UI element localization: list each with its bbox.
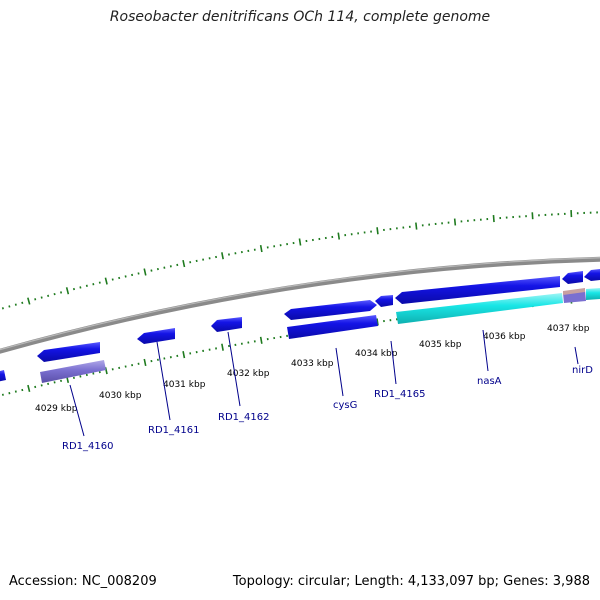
leader-line bbox=[227, 331, 241, 407]
ruler-major-tick bbox=[415, 222, 418, 230]
ruler-major-tick bbox=[104, 367, 108, 375]
ruler-major-tick bbox=[27, 384, 31, 393]
ruler-major-tick bbox=[259, 244, 263, 253]
ruler-major-tick bbox=[492, 215, 495, 223]
leader-line bbox=[482, 329, 489, 372]
genome-summary-text: Topology: circular; Length: 4,133,097 bp… bbox=[232, 574, 590, 589]
map-title: Roseobacter denitrificans OCh 114, compl… bbox=[109, 9, 491, 25]
gene-feature[interactable] bbox=[375, 295, 393, 307]
ruler-label: 4030 kbp bbox=[99, 391, 142, 401]
rna-feature[interactable] bbox=[40, 360, 106, 383]
gene-label-cysg[interactable]: cysG bbox=[333, 400, 357, 411]
ruler-major-tick bbox=[298, 238, 302, 246]
gene-label-nird[interactable]: nirD bbox=[572, 365, 593, 376]
gene-feature-highlighted[interactable] bbox=[396, 293, 563, 324]
gene-label-rd1-4162[interactable]: RD1_4162 bbox=[218, 412, 269, 423]
gene-label-leaders bbox=[69, 329, 579, 437]
ruler-major-tick bbox=[376, 227, 379, 235]
gene-feature-highlighted[interactable] bbox=[586, 288, 600, 300]
accession-text: Accession: NC_008209 bbox=[9, 574, 157, 589]
leader-line bbox=[574, 346, 579, 365]
gene-track-outer bbox=[37, 269, 600, 362]
ruler-major-tick bbox=[65, 287, 70, 295]
ruler-major-tick bbox=[376, 318, 379, 326]
ruler-minor-tick bbox=[21, 301, 24, 305]
ruler-major-tick bbox=[221, 252, 224, 260]
ruler-minor-tick bbox=[14, 303, 17, 306]
ruler-label: 4034 kbp bbox=[355, 349, 398, 359]
ruler-major-tick bbox=[221, 343, 224, 351]
ruler-label: 4029 kbp bbox=[35, 404, 78, 414]
gene-feature[interactable] bbox=[137, 328, 175, 344]
ruler-minor-tick bbox=[47, 294, 50, 297]
gene-label-rd1-4161[interactable]: RD1_4161 bbox=[148, 425, 199, 436]
ruler-minor-tick bbox=[8, 305, 11, 308]
gene-track-inner bbox=[0, 288, 600, 383]
ruler-major-tick bbox=[259, 336, 263, 344]
leader-line bbox=[335, 347, 344, 397]
ruler-label: 4035 kbp bbox=[419, 340, 462, 350]
ruler-minor-tick bbox=[60, 291, 63, 294]
ruler-label: 4032 kbp bbox=[227, 369, 270, 379]
ruler-minor-tick bbox=[1, 307, 4, 310]
gene-feature[interactable] bbox=[211, 317, 242, 332]
gene-label-rd1-4165[interactable]: RD1_4165 bbox=[374, 389, 425, 400]
gene-labels: RD1_4160 RD1_4161 RD1_4162 cysG RD1_4165… bbox=[62, 365, 593, 452]
leader-line bbox=[69, 384, 85, 437]
genome-backbone bbox=[0, 256, 600, 354]
gene-label-rd1-4160[interactable]: RD1_4160 bbox=[62, 441, 113, 452]
gene-feature[interactable] bbox=[37, 342, 100, 362]
ruler-minor-tick bbox=[34, 298, 37, 301]
ruler-major-tick bbox=[453, 218, 457, 226]
gene-label-nasa[interactable]: nasA bbox=[477, 376, 502, 387]
ruler-major-tick bbox=[27, 297, 31, 305]
ruler-major-tick bbox=[143, 358, 147, 367]
gene-feature[interactable] bbox=[563, 288, 585, 295]
ruler-major-tick bbox=[182, 351, 186, 359]
ruler-minor-tick bbox=[53, 292, 56, 296]
gene-feature[interactable] bbox=[395, 276, 560, 304]
ruler-label: 4036 kbp bbox=[483, 332, 526, 342]
ruler-label: 4031 kbp bbox=[163, 380, 206, 390]
ruler-major-tick bbox=[143, 268, 147, 276]
gene-feature[interactable] bbox=[0, 370, 6, 382]
ruler-label: 4037 kbp bbox=[547, 324, 590, 334]
ruler-major-tick bbox=[182, 259, 186, 268]
ruler-label: 4033 kbp bbox=[291, 359, 334, 369]
gene-feature[interactable] bbox=[562, 271, 583, 284]
gene-feature[interactable] bbox=[584, 269, 600, 281]
ruler-minor-tick bbox=[40, 296, 43, 299]
gene-feature[interactable] bbox=[284, 300, 377, 320]
leader-line bbox=[390, 340, 397, 385]
ruler-major-tick bbox=[104, 277, 108, 285]
ruler-minor-tick bbox=[72, 287, 75, 291]
outer-ruler bbox=[1, 210, 598, 310]
genome-backbone-highlight bbox=[0, 257, 600, 351]
leader-line bbox=[156, 341, 171, 421]
ruler-major-tick bbox=[337, 232, 341, 240]
ruler-labels: 4029 kbp 4030 kbp 4031 kbp 4032 kbp 4033… bbox=[35, 324, 590, 414]
gene-feature[interactable] bbox=[287, 315, 378, 339]
